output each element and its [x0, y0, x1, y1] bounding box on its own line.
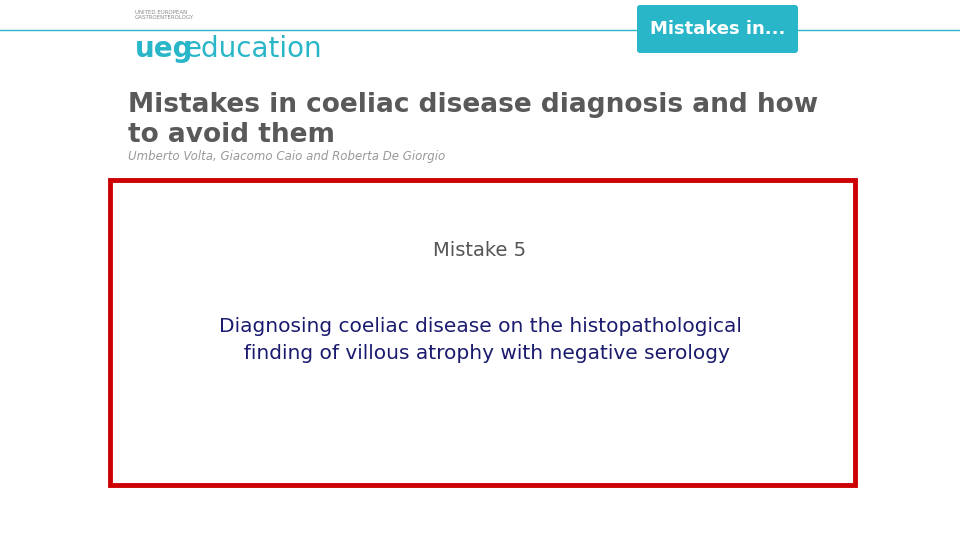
- Text: UNITED EUROPEAN
GASTROENTEROLOGY: UNITED EUROPEAN GASTROENTEROLOGY: [135, 10, 194, 21]
- Text: Mistakes in...: Mistakes in...: [650, 20, 785, 38]
- Text: Mistakes in coeliac disease diagnosis and how: Mistakes in coeliac disease diagnosis an…: [128, 92, 818, 118]
- FancyBboxPatch shape: [637, 5, 798, 53]
- Text: education: education: [185, 35, 323, 63]
- Bar: [110, 180, 855, 485]
- Text: to avoid them: to avoid them: [128, 122, 335, 148]
- Text: Umberto Volta, Giacomo Caio and Roberta De Giorgio: Umberto Volta, Giacomo Caio and Roberta …: [128, 150, 445, 163]
- Text: ueg: ueg: [135, 35, 194, 63]
- Text: Mistake 5: Mistake 5: [433, 240, 527, 260]
- Text: Diagnosing coeliac disease on the histopathological
  finding of villous atrophy: Diagnosing coeliac disease on the histop…: [219, 317, 741, 363]
